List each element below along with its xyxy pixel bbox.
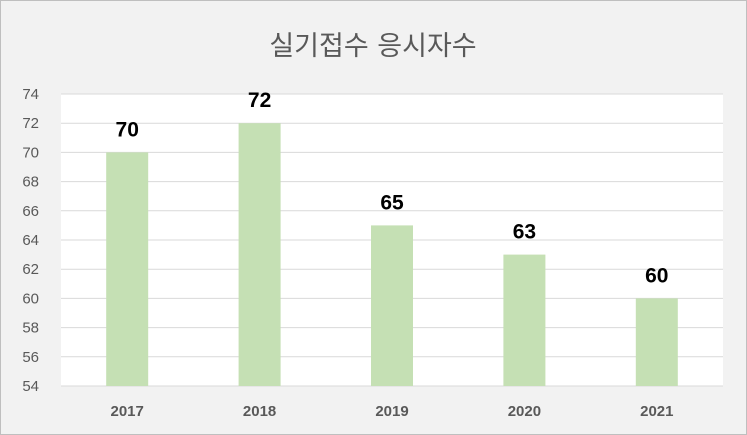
y-tick-label: 62 xyxy=(22,261,39,278)
bars xyxy=(106,123,678,386)
x-tick-label: 2020 xyxy=(508,403,541,420)
bar-2018 xyxy=(238,123,281,386)
x-tick-label: 2019 xyxy=(375,403,408,420)
bar-2021 xyxy=(635,298,678,386)
y-axis-ticks: 54 56 58 60 62 64 66 68 70 72 74 xyxy=(22,86,39,395)
x-tick-label: 2018 xyxy=(243,403,276,420)
bar-2017 xyxy=(106,152,149,386)
y-tick-label: 70 xyxy=(22,144,39,161)
y-tick-label: 64 xyxy=(22,232,39,249)
y-tick-label: 54 xyxy=(22,378,39,395)
y-tick-label: 58 xyxy=(22,320,39,337)
y-tick-label: 74 xyxy=(22,86,39,103)
y-tick-label: 68 xyxy=(22,174,39,191)
y-tick-label: 66 xyxy=(22,203,39,220)
data-label-2017: 70 xyxy=(116,118,139,141)
y-tick-label: 60 xyxy=(22,290,39,307)
bar-2020 xyxy=(503,254,546,386)
data-label-2018: 72 xyxy=(248,89,271,112)
bar-2019 xyxy=(371,225,413,386)
data-label-2019: 65 xyxy=(380,191,404,214)
x-tick-label: 2021 xyxy=(640,403,673,420)
chart-title: 실기접수 응시자수 xyxy=(269,31,476,62)
y-tick-label: 56 xyxy=(22,349,39,366)
data-labels: 70 72 65 63 60 xyxy=(116,89,669,287)
data-label-2021: 60 xyxy=(645,264,668,287)
y-tick-label: 72 xyxy=(22,115,39,132)
x-tick-label: 2017 xyxy=(111,403,144,420)
x-axis-ticks: 2017 2018 2019 2020 2021 xyxy=(111,403,674,420)
data-label-2020: 63 xyxy=(513,221,536,244)
